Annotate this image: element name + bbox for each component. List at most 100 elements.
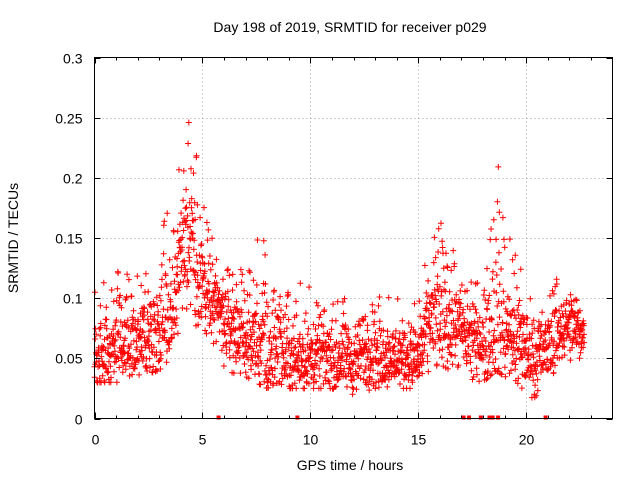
- data-point: [188, 204, 195, 211]
- data-point: [270, 297, 277, 303]
- data-point: [425, 368, 432, 375]
- data-point: [236, 343, 243, 349]
- data-point: [452, 352, 459, 359]
- data-point: [183, 305, 190, 312]
- data-point: [529, 321, 536, 328]
- x-tick-label: 10: [303, 432, 319, 448]
- data-point: [184, 212, 191, 219]
- data-point: [469, 300, 476, 307]
- data-point: [105, 369, 112, 375]
- data-point: [101, 361, 107, 368]
- data-point: [440, 265, 447, 272]
- data-point: [304, 370, 311, 377]
- data-point: [290, 335, 297, 342]
- data-point: [375, 302, 382, 309]
- data-point: [398, 366, 405, 373]
- data-point: [424, 352, 431, 359]
- data-point: [514, 328, 521, 335]
- data-point: [264, 313, 271, 320]
- data-point: [195, 321, 202, 328]
- data-point: [242, 350, 248, 356]
- data-point: [567, 291, 574, 298]
- data-point: [118, 304, 125, 311]
- data-point: [464, 303, 471, 310]
- data-point: [133, 327, 140, 334]
- data-point: [537, 328, 544, 335]
- data-point: [214, 284, 221, 291]
- data-point: [499, 214, 506, 221]
- data-point: [364, 322, 371, 329]
- data-point: [442, 288, 449, 295]
- data-point: [549, 287, 556, 294]
- data-point: [402, 334, 408, 341]
- data-point: [255, 362, 262, 369]
- data-point: [523, 321, 530, 328]
- data-point: [562, 308, 569, 315]
- data-point: [407, 338, 414, 345]
- zero-value-point: [295, 415, 300, 420]
- data-point: [417, 359, 424, 366]
- data-point: [419, 355, 426, 362]
- data-point: [572, 296, 579, 303]
- data-point: [172, 322, 179, 329]
- data-point: [213, 256, 220, 263]
- data-point: [133, 338, 140, 345]
- data-point: [131, 365, 138, 372]
- data-point: [128, 293, 135, 300]
- data-point: [472, 348, 479, 355]
- data-point: [278, 381, 285, 388]
- data-point: [310, 385, 317, 392]
- data-point: [113, 317, 120, 324]
- data-point: [559, 331, 566, 338]
- data-point: [542, 361, 549, 368]
- data-point: [150, 316, 156, 323]
- data-point: [430, 259, 437, 266]
- x-axis-label: GPS time / hours: [297, 457, 404, 473]
- data-point: [343, 330, 350, 337]
- data-point: [140, 329, 146, 336]
- data-point: [395, 370, 402, 377]
- data-point: [542, 321, 549, 328]
- data-point: [476, 314, 483, 321]
- data-point: [563, 297, 570, 304]
- data-point: [351, 340, 358, 347]
- data-point: [260, 237, 267, 244]
- data-point: [193, 293, 200, 300]
- data-point: [159, 276, 165, 283]
- data-point: [235, 350, 241, 357]
- data-point: [349, 391, 356, 398]
- data-point: [501, 244, 508, 251]
- data-point: [173, 306, 180, 313]
- data-point: [245, 309, 252, 316]
- data-point: [515, 375, 522, 382]
- data-point: [567, 357, 574, 364]
- data-point: [442, 323, 449, 330]
- data-point: [258, 360, 265, 367]
- data-point: [272, 355, 279, 362]
- data-point: [202, 305, 209, 312]
- zero-value-point: [478, 415, 483, 420]
- data-point: [556, 355, 563, 362]
- data-point: [366, 387, 373, 394]
- data-point: [483, 346, 490, 353]
- data-point: [192, 311, 199, 318]
- data-point: [522, 344, 529, 351]
- data-point: [293, 298, 299, 305]
- data-point: [443, 319, 450, 326]
- data-point: [110, 326, 117, 333]
- data-point: [134, 273, 141, 280]
- data-point: [394, 296, 401, 302]
- data-point: [496, 281, 503, 288]
- data-point: [486, 354, 493, 360]
- data-point: [516, 345, 522, 352]
- data-point: [499, 319, 506, 326]
- data-point: [139, 328, 146, 334]
- data-point: [512, 252, 519, 259]
- data-point: [500, 288, 507, 295]
- data-point: [524, 315, 531, 322]
- data-point: [502, 350, 509, 357]
- data-point: [569, 344, 575, 351]
- data-point: [572, 330, 579, 337]
- data-point: [452, 321, 459, 328]
- data-point: [135, 318, 142, 325]
